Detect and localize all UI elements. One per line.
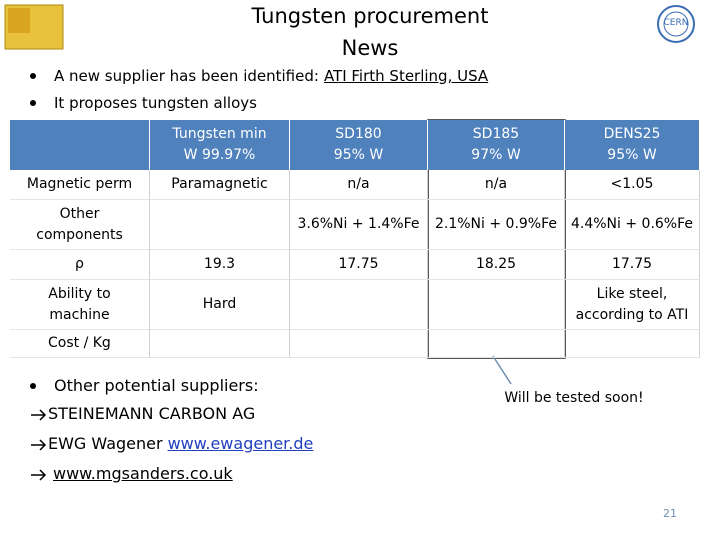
bullet-text: A new supplier has been identified:: [54, 67, 319, 85]
cell-line: n/a: [347, 176, 370, 192]
collab-logo-mark: [8, 8, 30, 33]
table-cell: 2.1%Ni + 0.9%Fe: [428, 200, 565, 250]
table-cell: Paramagnetic: [150, 170, 290, 200]
cell-line: 4.4%Ni + 0.6%Fe: [570, 216, 694, 232]
cell-line: 3.6%Ni + 1.4%Fe: [297, 216, 420, 232]
table-cell: Like steel, according to ATI: [565, 280, 700, 330]
cell-line: 18.25: [475, 256, 517, 272]
cell-line: ρ: [75, 256, 84, 272]
cell-line: 97% W: [471, 147, 521, 163]
table-cell: [150, 200, 290, 250]
bullet-text: It proposes tungsten alloys: [54, 94, 257, 112]
header-cell: [10, 120, 150, 170]
table-cell: [565, 330, 700, 358]
cell-line: 95% W: [607, 147, 657, 163]
cell-line: 17.75: [338, 256, 379, 272]
bullet: Other potential suppliers:: [30, 376, 259, 395]
cern-logo-text: CERN: [663, 18, 689, 28]
supplier-text: STEINEMANN CARBON AG: [48, 404, 256, 423]
cell-line: DENS25: [603, 126, 661, 142]
table-cell: 17.75: [290, 250, 428, 280]
table-cell: [428, 280, 565, 330]
supplier: STEINEMANN CARBON AG: [48, 404, 255, 423]
supplier: EWG Wagener www.ewagener.de: [48, 434, 313, 453]
bullet: A new supplier has been identified: ATI F…: [30, 67, 488, 85]
table-cell: [150, 330, 290, 358]
supplier-text: EWG Wagener: [48, 434, 163, 453]
cern-logo-inner: [663, 11, 689, 37]
cell-line: 95% W: [333, 147, 384, 163]
table-cell: n/a: [428, 170, 565, 200]
table-cell: 3.6%Ni + 1.4%Fe: [290, 200, 428, 250]
row-label: ρ: [10, 250, 150, 280]
cell-line: W 99.97%: [183, 147, 256, 163]
title-line: News: [341, 36, 399, 60]
cell-line: <1.05: [610, 176, 654, 192]
cell-line: Cost / Kg: [48, 335, 111, 351]
cell-line: Like steel,: [596, 285, 668, 302]
cell-line: according to ATI: [575, 306, 689, 323]
header-cell: SD180 95% W: [290, 120, 428, 170]
header-cell: SD185 97% W: [428, 120, 565, 170]
cell-line: machine: [49, 306, 110, 323]
suppliers-heading: Other potential suppliers:: [54, 376, 259, 395]
header-cell: Tungsten min W 99.97%: [150, 120, 290, 170]
table-cell: [290, 280, 428, 330]
table-cell: 4.4%Ni + 0.6%Fe: [565, 200, 700, 250]
cell-line: n/a: [484, 176, 508, 192]
cell-line: SD185: [472, 126, 520, 142]
cell-line: 17.75: [611, 256, 653, 272]
cell-line: 19.3: [203, 256, 236, 272]
cern-logo: [657, 5, 695, 43]
supplier: www.mgsanders.co.uk: [48, 464, 233, 483]
cell-line: Ability to: [48, 285, 111, 302]
table-cell: [290, 330, 428, 358]
supplier-link[interactable]: www.ewagener.de: [167, 434, 314, 453]
title-line: Tungsten procurement: [251, 4, 489, 28]
cell-line: 2.1%Ni + 0.9%Fe: [434, 216, 558, 232]
cell-line: SD180: [335, 126, 382, 142]
table-cell: [428, 330, 565, 358]
table-cell: <1.05: [565, 170, 700, 200]
callout: Will be tested soon!: [504, 390, 644, 406]
table-cell: 18.25: [428, 250, 565, 280]
table-cell: n/a: [290, 170, 428, 200]
page-number: 21: [663, 507, 677, 520]
bullet: It proposes tungsten alloys: [30, 94, 257, 112]
cell-line: components: [36, 226, 123, 243]
arrow: [31, 469, 47, 481]
supplier-link[interactable]: www.mgsanders.co.uk: [53, 464, 233, 483]
cell-line: Tungsten min: [172, 126, 267, 142]
cell-line: Hard: [202, 296, 237, 312]
supplier-link[interactable]: ATI Firth Sterling, USA: [323, 67, 489, 85]
row-label: Other components: [10, 200, 150, 250]
cell-line: Other: [59, 205, 100, 222]
cell-line: Magnetic perm: [26, 176, 133, 192]
row-label: Ability to machine: [10, 280, 150, 330]
table-cell: 19.3: [150, 250, 290, 280]
arrows: [31, 409, 47, 481]
table-cell: 17.75: [565, 250, 700, 280]
callout-pointer: [492, 355, 512, 385]
arrow: [31, 409, 47, 421]
cell-line: Paramagnetic: [171, 176, 268, 192]
table-cell: Hard: [150, 280, 290, 330]
row-label: Cost / Kg: [10, 330, 150, 358]
arrow: [31, 439, 47, 451]
header-cell: DENS25 95% W: [565, 120, 700, 170]
row-label: Magnetic perm: [10, 170, 150, 200]
